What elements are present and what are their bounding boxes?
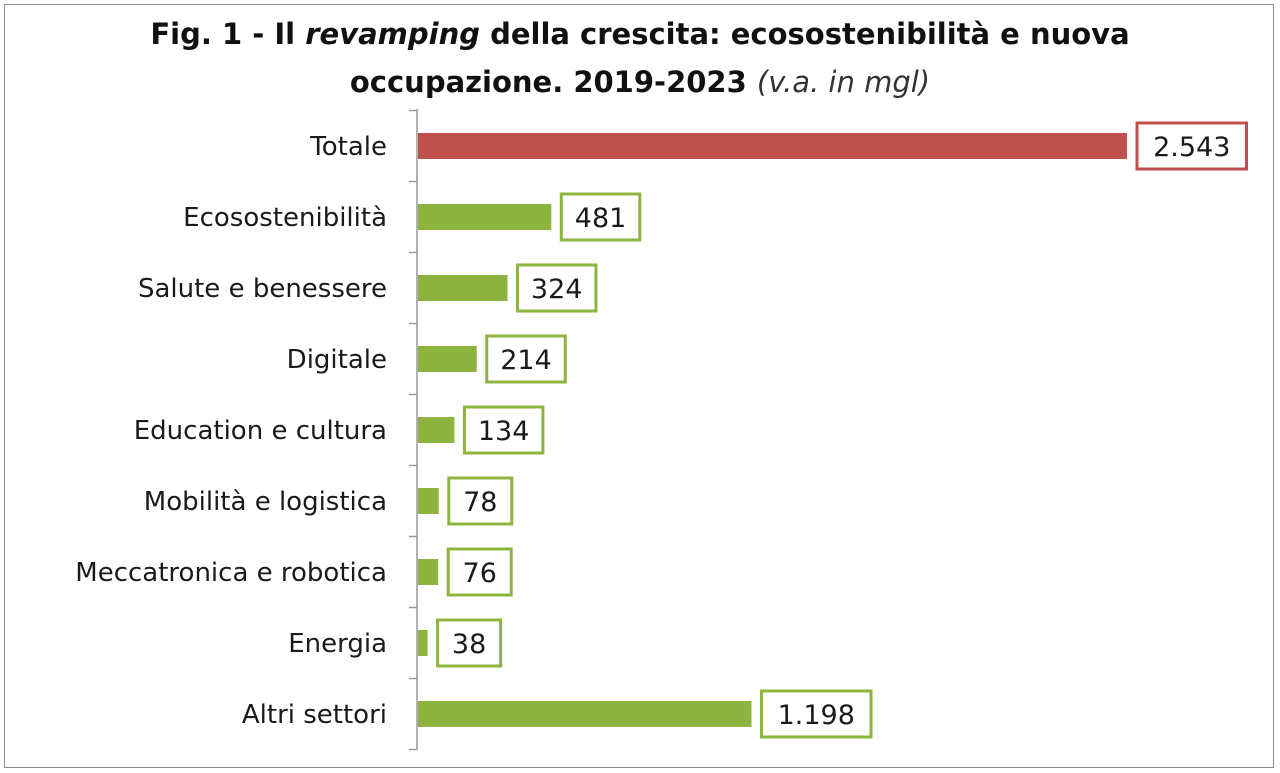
bar: [418, 204, 552, 230]
value-label: 76: [463, 558, 497, 589]
value-label-box: [446, 547, 513, 597]
value-label: 1.198: [778, 700, 855, 731]
value-label: 324: [531, 274, 583, 305]
category-label: Digitale: [287, 345, 387, 375]
value-label: 214: [500, 345, 552, 376]
chart-frame: [4, 4, 1274, 768]
title-unit: (v.a. in mgl): [756, 65, 931, 99]
category-label: Ecosostenibilità: [183, 203, 387, 233]
value-label: 2.543: [1153, 132, 1230, 163]
bar: [418, 559, 439, 585]
bar: [418, 417, 455, 443]
category-label: Totale: [309, 132, 387, 162]
value-label: 78: [463, 487, 497, 518]
value-label-box: [436, 618, 503, 668]
value-label: 38: [452, 629, 486, 660]
value-label-box: [515, 263, 598, 313]
category-label: Education e cultura: [134, 416, 387, 446]
value-label: 481: [575, 203, 627, 234]
chart-title: Fig. 1 - Il revamping della crescita: ec…: [0, 10, 1280, 106]
bar: [418, 133, 1127, 159]
title-prefix: Fig. 1 - Il: [150, 17, 306, 51]
bar: [418, 275, 508, 301]
value-label-box: [447, 476, 514, 526]
category-label: Meccatronica e robotica: [75, 558, 387, 588]
value-label-box: [759, 689, 873, 739]
title-line1-rest: della crescita: ecosostenibilità e nuova: [479, 17, 1130, 51]
value-label-box: [462, 405, 545, 455]
bar: [418, 488, 439, 514]
bar: [418, 346, 477, 372]
category-label: Salute e benessere: [138, 274, 387, 304]
chart-title-line2: occupazione. 2019-2023 (v.a. in mgl): [0, 58, 1280, 106]
value-label-box: [559, 192, 642, 242]
category-label: Mobilità e logistica: [144, 487, 387, 517]
bar: [418, 630, 428, 656]
title-line2: occupazione. 2019-2023: [349, 65, 757, 99]
chart-title-line1: Fig. 1 - Il revamping della crescita: ec…: [0, 10, 1280, 58]
value-label: 134: [478, 416, 530, 447]
labels-group: Totale 2.543 Ecosostenibilità 481 Salute e b…: [75, 121, 1248, 739]
bars-group: [418, 133, 1127, 727]
category-label: Altri settori: [242, 700, 387, 730]
axis-group: [409, 109, 418, 751]
value-label-box: [485, 334, 567, 384]
category-label: Energia: [288, 629, 387, 659]
value-label-box: [1135, 121, 1248, 171]
bar: [418, 701, 752, 727]
title-italic-word: revamping: [305, 17, 480, 51]
